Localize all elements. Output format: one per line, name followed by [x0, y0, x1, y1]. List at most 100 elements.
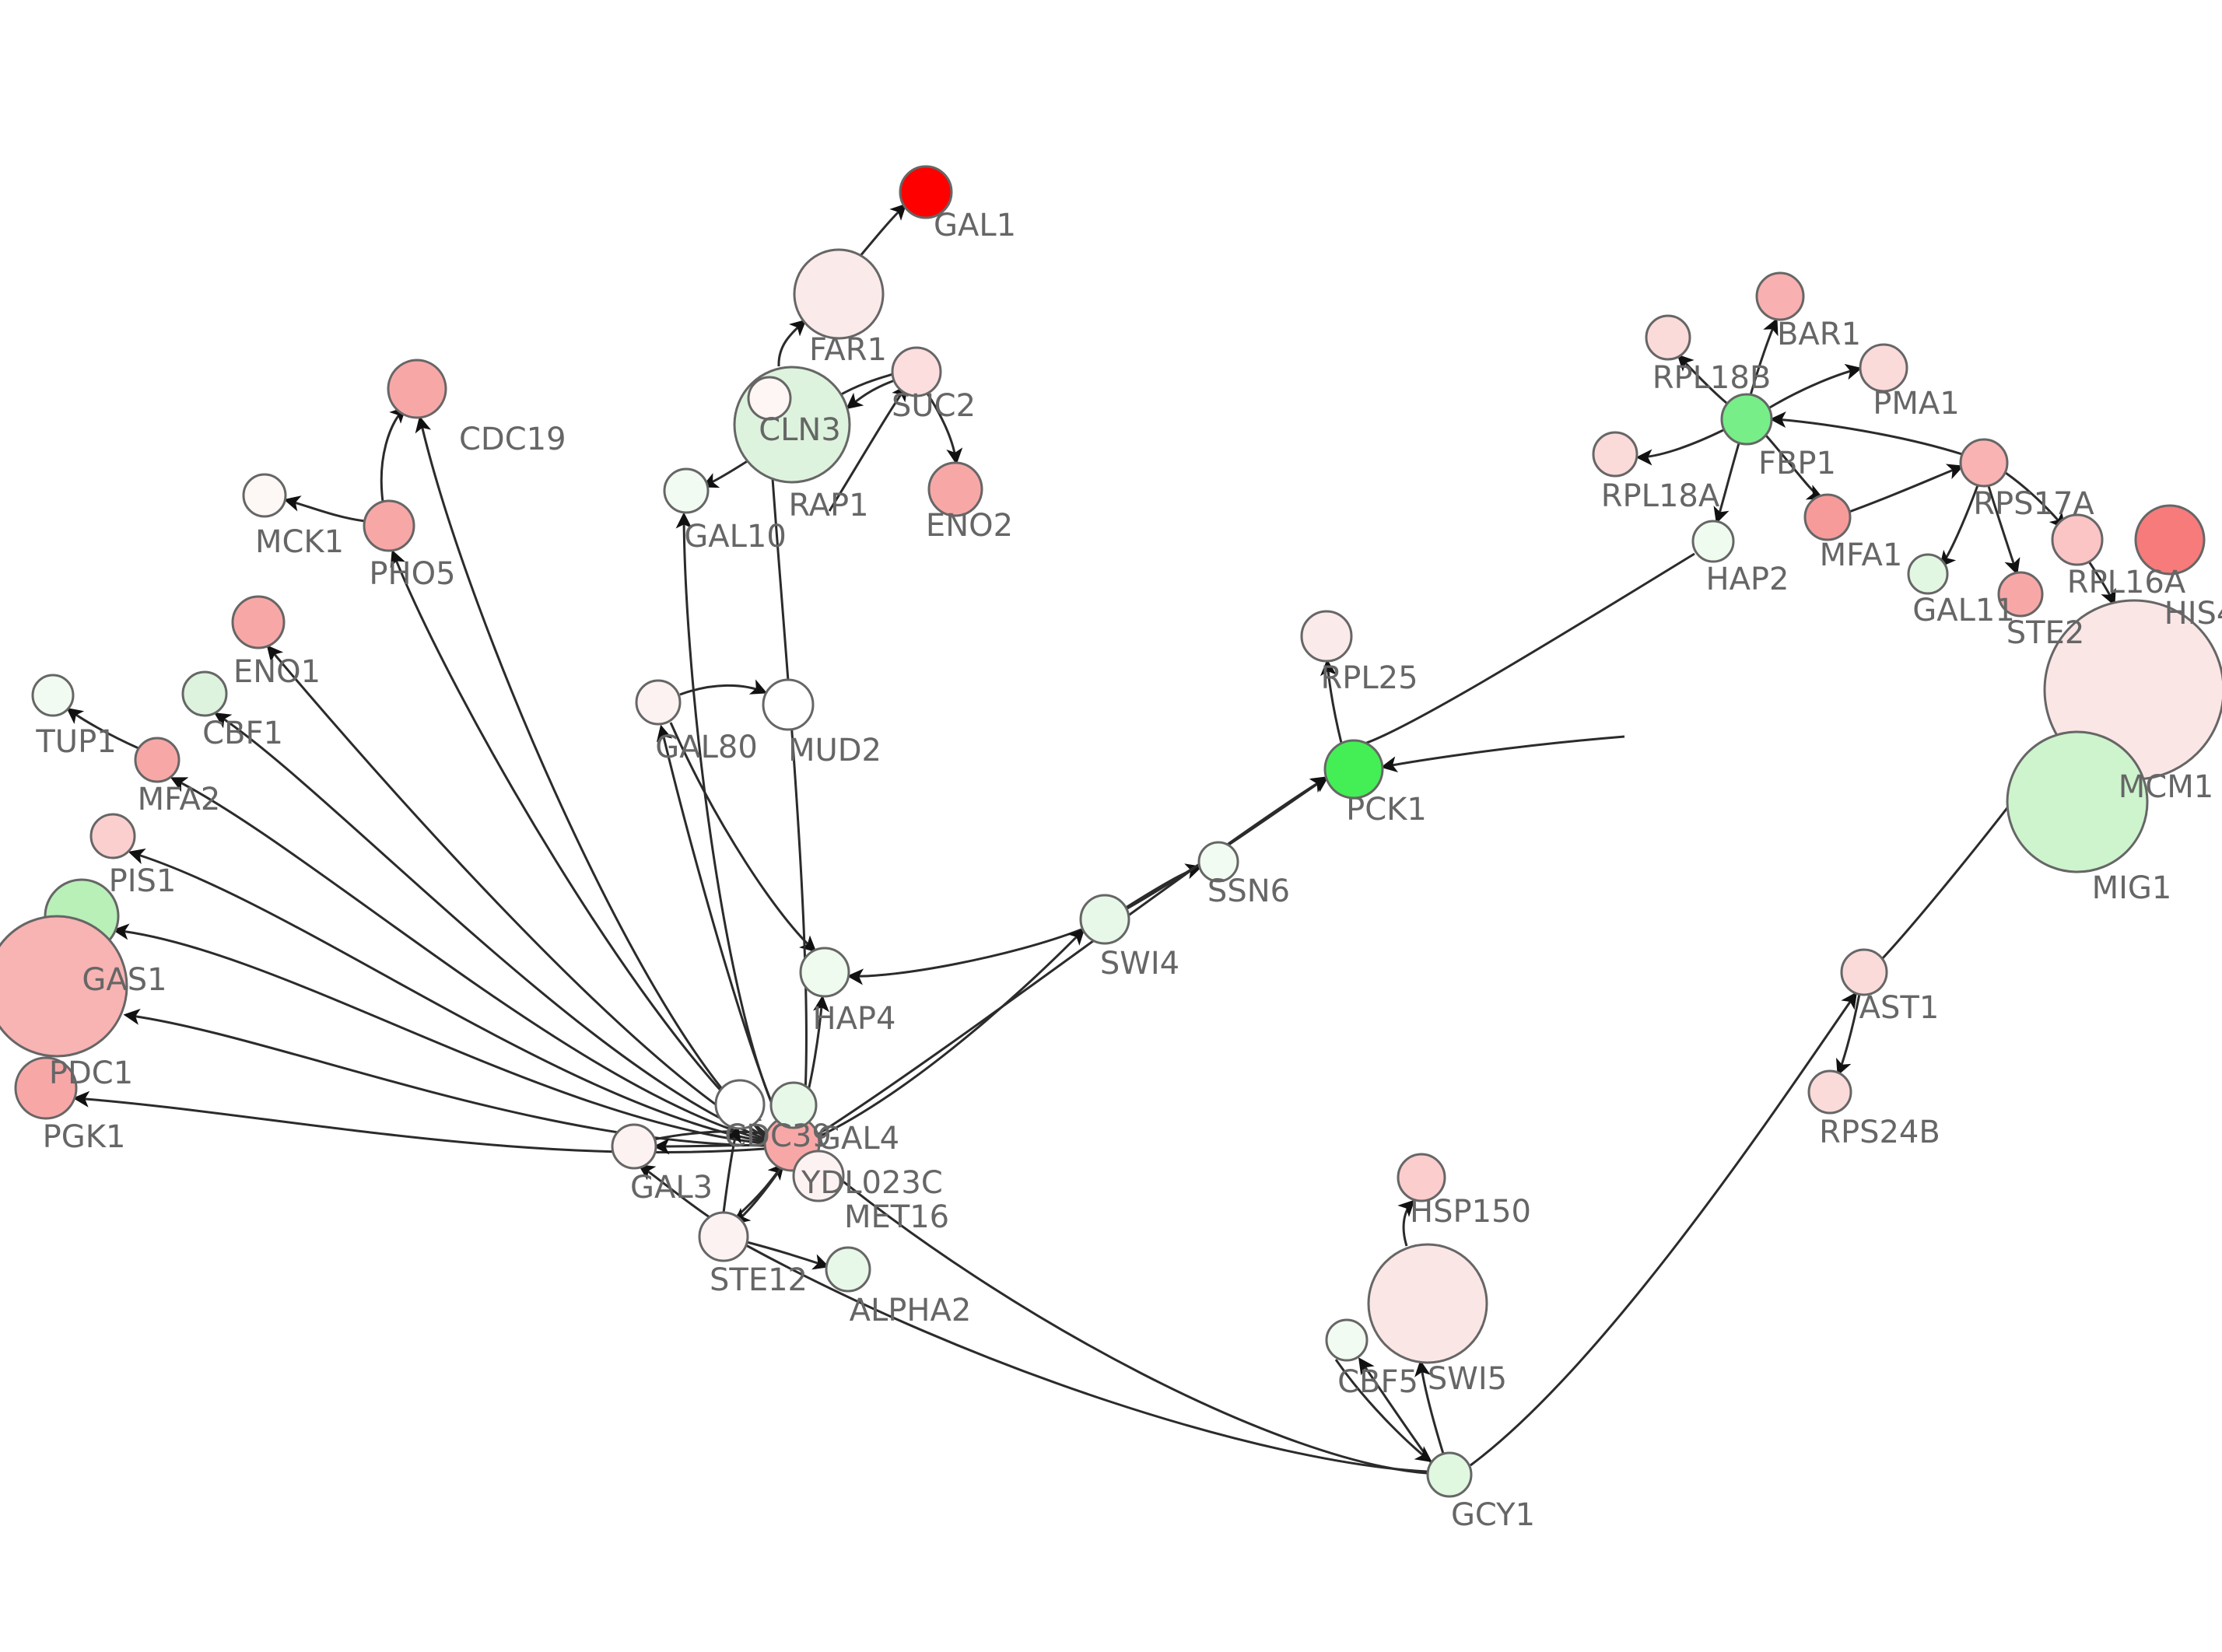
node-gal80[interactable]	[635, 679, 682, 726]
node-rpl25[interactable]	[1300, 610, 1353, 663]
node-label-ste2: STE2	[2006, 615, 2085, 651]
node-label-ste12: STE12	[710, 1262, 808, 1298]
node-label-cdc19: CDC19	[459, 422, 566, 457]
edge-swi5-to-hsp150	[1397, 1199, 1415, 1247]
edge-ste12-to-gal4	[737, 1163, 785, 1217]
node-label-mfa2: MFA2	[138, 782, 221, 817]
node-cbf1[interactable]	[181, 670, 228, 717]
node-his4[interactable]	[2134, 504, 2206, 576]
node-label-pis1: PIS1	[109, 863, 177, 899]
node-mck1[interactable]	[242, 473, 287, 518]
node-pck1[interactable]	[1323, 739, 1384, 800]
node-ste2[interactable]	[1997, 571, 2044, 618]
edge-pck1-to-rpl25	[1320, 659, 1343, 744]
node-alpha2[interactable]	[825, 1246, 871, 1293]
node-mfa2[interactable]	[134, 737, 180, 783]
edge-layer	[66, 203, 2116, 1475]
node-fbp1[interactable]	[1720, 393, 1773, 446]
edge-gal80-to-hap4	[669, 722, 817, 953]
node-ast1[interactable]	[1840, 948, 1888, 996]
node-ste12[interactable]	[698, 1211, 749, 1262]
node-tup1[interactable]	[31, 674, 75, 717]
node-label-swi4: SWI4	[1100, 946, 1179, 982]
node-label-rps17a: RPS17A	[1973, 486, 2094, 522]
edge-gal3-to-gal4	[653, 1130, 767, 1141]
node-swi4[interactable]	[1079, 894, 1130, 945]
node-label-gal4: GAL4	[817, 1121, 899, 1157]
node-gal3[interactable]	[611, 1123, 657, 1170]
node-rps17a[interactable]	[1959, 438, 2009, 488]
node-eno1[interactable]	[231, 595, 286, 649]
node-cdc19[interactable]	[387, 359, 447, 419]
node-ydl023c[interactable]	[792, 1150, 845, 1202]
node-far1[interactable]	[793, 248, 885, 340]
node-gcy1[interactable]	[1426, 1451, 1473, 1498]
edge-gal4-to-gal10	[675, 512, 780, 1118]
node-gal10[interactable]	[663, 467, 710, 514]
node-bar1[interactable]	[1755, 271, 1805, 321]
node-label-gal10: GAL10	[684, 519, 787, 555]
node-label-eno1: ENO1	[233, 654, 321, 690]
node-pis1[interactable]	[89, 813, 136, 859]
node-cdc39[interactable]	[714, 1079, 766, 1130]
node-label-gal80: GAL80	[655, 730, 758, 765]
node-label-rap1: RAP1	[788, 488, 868, 523]
node-mud2[interactable]	[762, 678, 815, 731]
edge-swi4-to-hap4	[846, 928, 1082, 985]
node-pho5[interactable]	[363, 499, 415, 552]
node-label-ydl023c: YDL023C	[801, 1165, 943, 1201]
node-label-mfa1: MFA1	[1820, 537, 1903, 573]
node-label-eno2: ENO2	[926, 508, 1013, 544]
edge-cln3-to-far1	[777, 319, 807, 367]
edge-ast1-to-pck1	[1380, 735, 1625, 773]
node-mfa1[interactable]	[1803, 493, 1852, 541]
edge-gal4-to-gas1	[112, 923, 766, 1145]
node-label-bar1: BAR1	[1777, 317, 1861, 352]
edge-gal4-to-mfa2	[170, 777, 766, 1142]
node-rpl18b[interactable]	[1645, 314, 1691, 361]
node-label-pdc1: PDC1	[49, 1055, 133, 1091]
node-eno2[interactable]	[927, 461, 983, 517]
edge-mfa2-to-tup1	[66, 707, 139, 750]
node-label-cdc39: CDC39	[724, 1118, 832, 1154]
node-label-tup1: TUP1	[35, 724, 116, 760]
node-label-mud2: MUD2	[788, 733, 881, 768]
edge-gal4-to-gcy1	[815, 1157, 1428, 1475]
node-swi5[interactable]	[1367, 1243, 1488, 1364]
node-hsp150[interactable]	[1397, 1153, 1446, 1202]
edge-fbp1-to-hap2	[1713, 443, 1740, 524]
node-pgk1[interactable]	[14, 1056, 78, 1120]
node-mig1[interactable]	[2006, 730, 2149, 873]
node-hap2[interactable]	[1691, 520, 1735, 563]
node-met16[interactable]	[769, 1081, 818, 1129]
node-label-fbp1: FBP1	[1758, 446, 1836, 481]
node-label-ssn6: SSN6	[1207, 873, 1290, 909]
node-gal11[interactable]	[1907, 553, 1949, 595]
node-label-suc2: SUC2	[892, 388, 976, 424]
node-label-rpl25: RPL25	[1320, 660, 1418, 696]
node-label-rpl16a: RPL16A	[2067, 565, 2186, 600]
node-gal1[interactable]	[899, 165, 953, 219]
node-ssn6[interactable]	[1197, 841, 1239, 883]
edge-suc2-to-cln3	[846, 379, 895, 410]
node-pma1[interactable]	[1859, 343, 1908, 393]
node-rap1[interactable]	[747, 376, 792, 421]
edge-pho5-to-mck1	[283, 495, 366, 523]
node-hap4[interactable]	[799, 947, 850, 998]
node-label-rps24b: RPS24B	[1819, 1115, 1940, 1150]
node-label-mig1: MIG1	[2092, 870, 2172, 906]
node-pdc1[interactable]	[0, 915, 128, 1058]
edge-gal4-to-gal3	[653, 1138, 768, 1155]
edge-gal4-to-pck1	[818, 777, 1327, 1136]
node-label-swi5: SWI5	[1428, 1361, 1507, 1397]
node-cbf5[interactable]	[1325, 1318, 1369, 1362]
edge-cbf5-to-gcy1	[1334, 1359, 1432, 1463]
node-rpl16a[interactable]	[2051, 513, 2104, 566]
node-rpl18a[interactable]	[1592, 431, 1638, 478]
edge-gcy1-to-swi5	[1414, 1360, 1445, 1454]
edge-rps17a-to-fbp1	[1769, 411, 1963, 456]
node-rps24b[interactable]	[1807, 1069, 1852, 1115]
node-label-mck1: MCK1	[255, 524, 344, 560]
node-suc2[interactable]	[891, 346, 942, 397]
